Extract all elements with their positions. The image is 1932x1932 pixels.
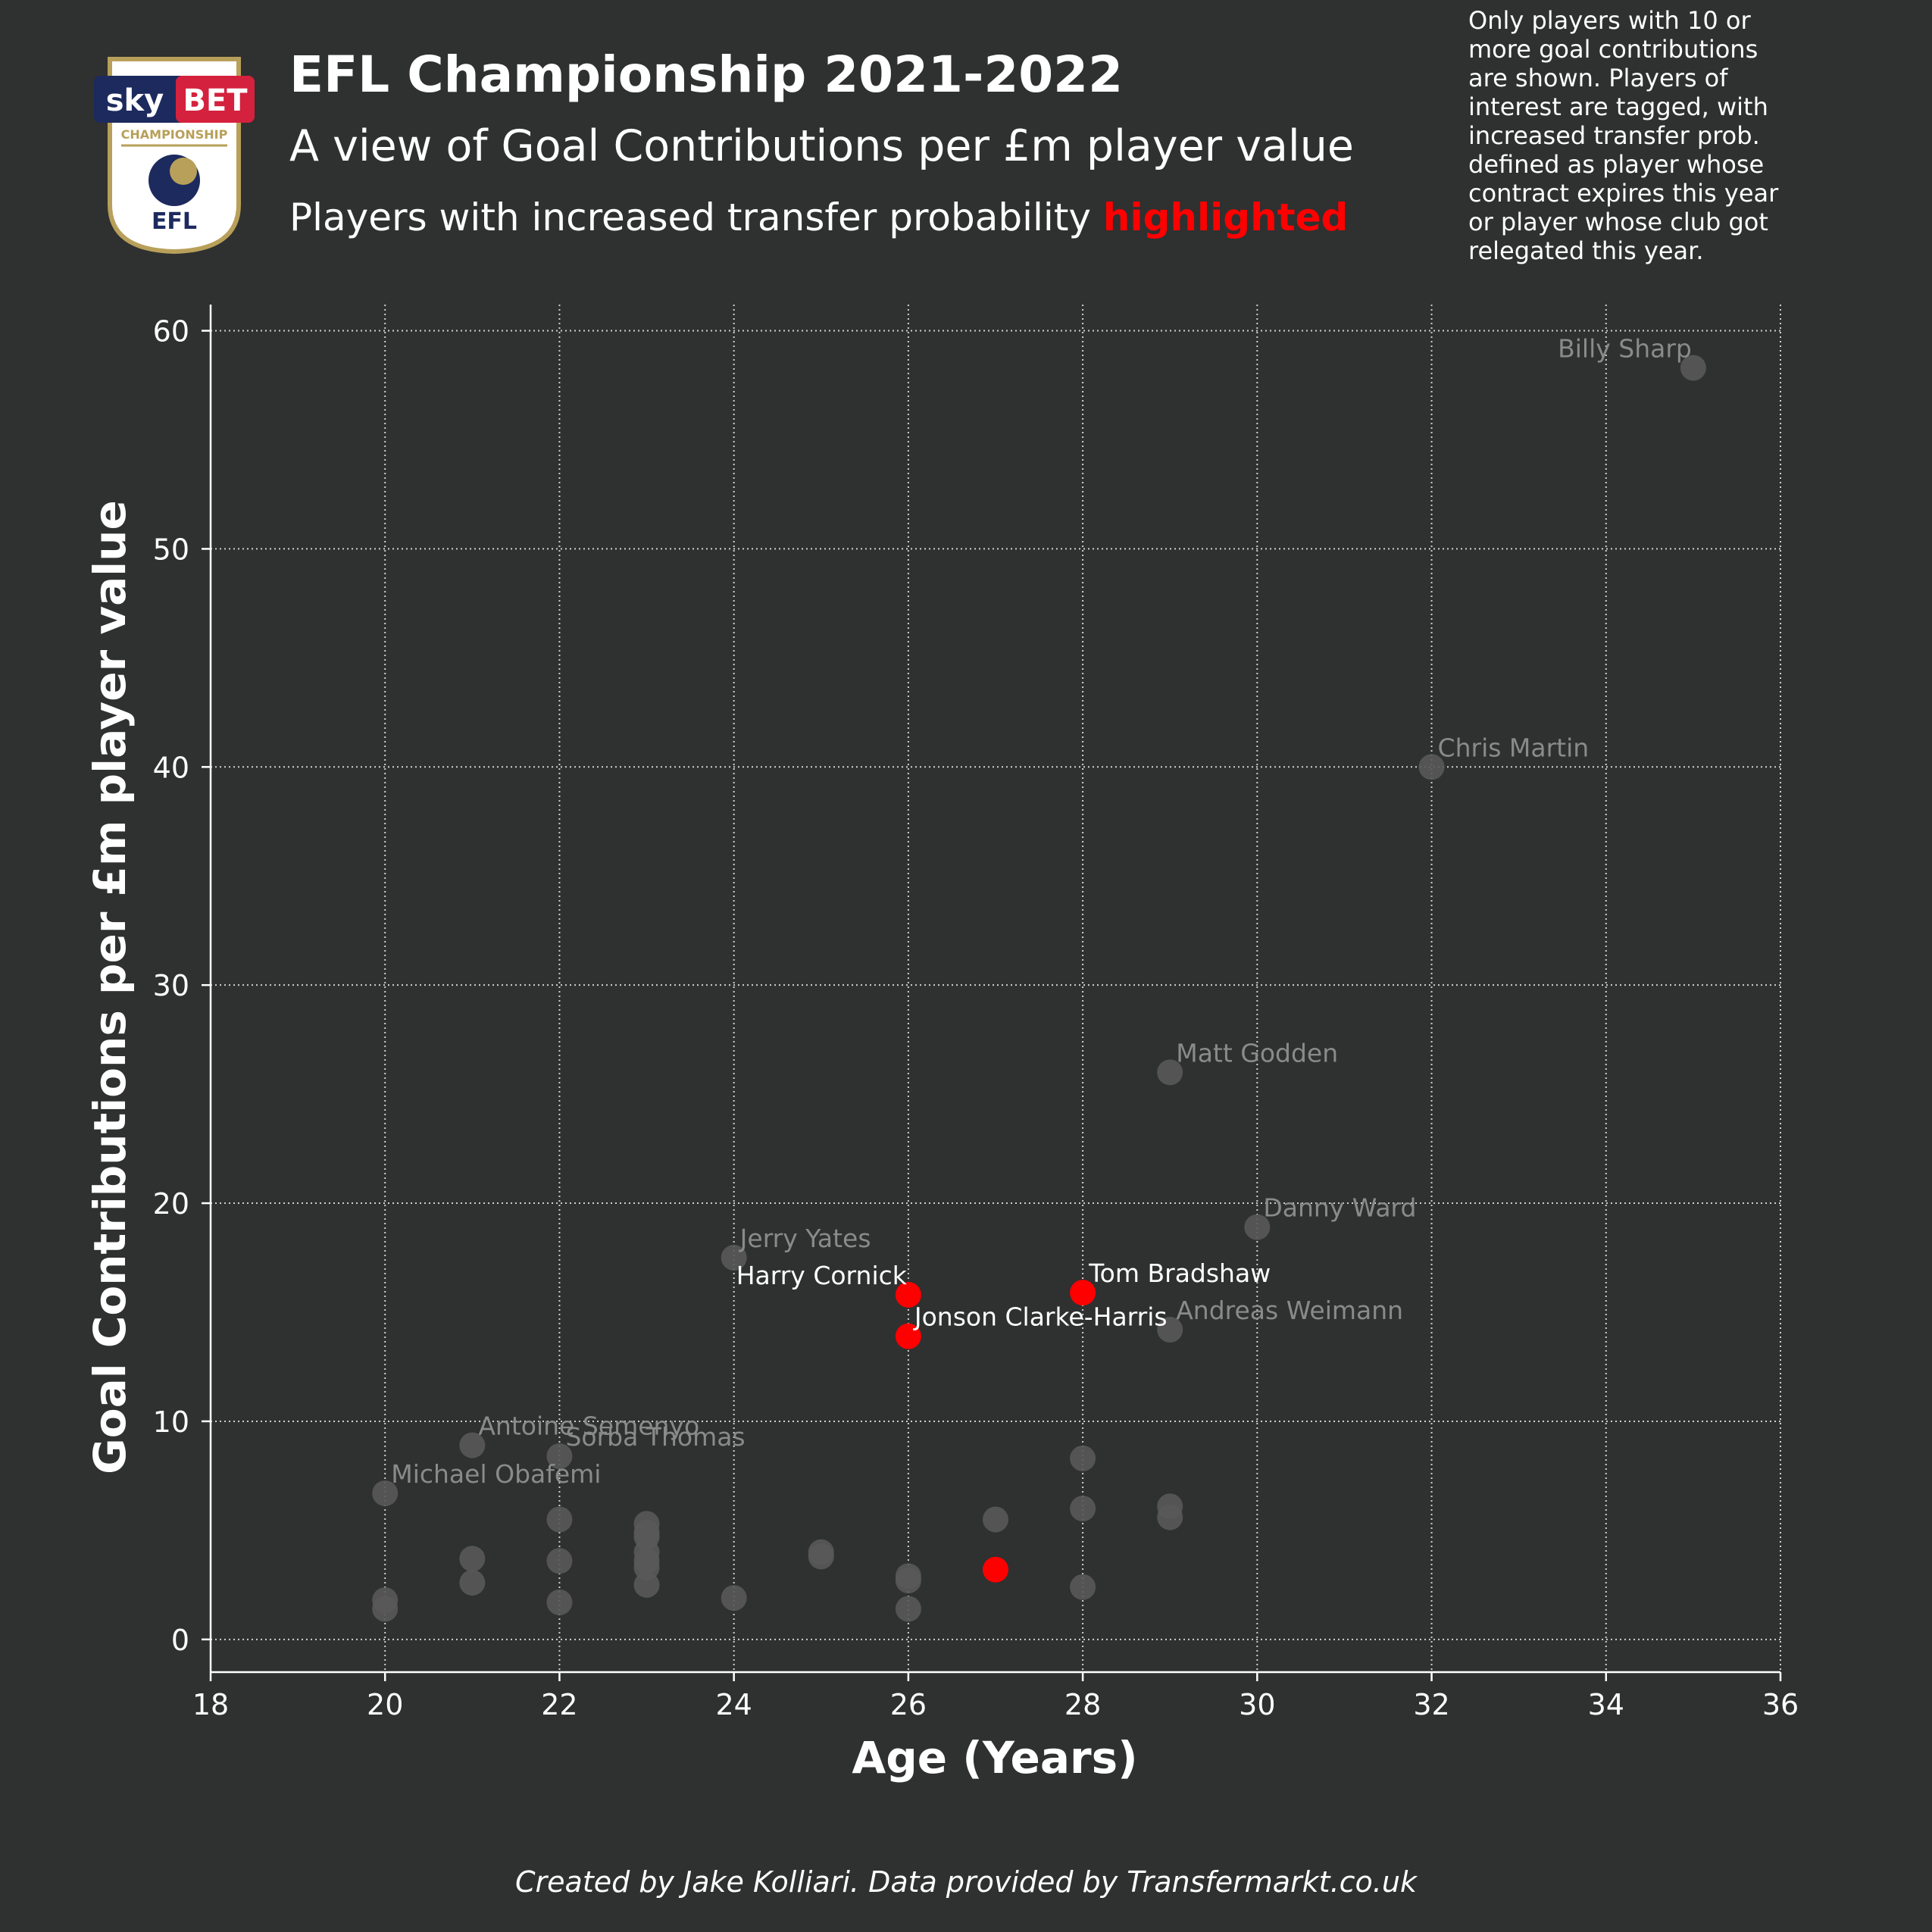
data-point bbox=[721, 1585, 747, 1612]
y-tick-label: 40 bbox=[153, 751, 189, 784]
x-tick-label: 28 bbox=[1064, 1688, 1101, 1721]
y-tick-label: 0 bbox=[171, 1624, 189, 1657]
point-label: Jonson Clarke-Harris bbox=[913, 1302, 1168, 1332]
point-label: Jerry Yates bbox=[739, 1224, 871, 1253]
note-line: interest are tagged, with bbox=[1468, 92, 1768, 121]
y-tick-label: 50 bbox=[153, 533, 189, 566]
data-point bbox=[459, 1546, 486, 1572]
y-tick-label: 60 bbox=[153, 315, 189, 349]
data-point bbox=[1244, 1214, 1271, 1240]
data-point-highlighted bbox=[895, 1323, 921, 1349]
data-point bbox=[1680, 355, 1706, 381]
note-line: or player whose club got bbox=[1468, 208, 1768, 236]
data-point-highlighted bbox=[983, 1556, 1008, 1583]
data-point bbox=[1157, 1504, 1183, 1530]
data-point bbox=[721, 1245, 747, 1271]
data-point bbox=[1070, 1574, 1096, 1600]
data-point bbox=[895, 1568, 921, 1594]
point-label: Danny Ward bbox=[1263, 1193, 1416, 1223]
data-point bbox=[1418, 754, 1445, 780]
axes: 18 20 22 24 26 28 30 32 34 36 0 10 20 30 40 50 60 bbox=[153, 305, 1799, 1721]
x-tick-label: 30 bbox=[1239, 1688, 1275, 1721]
data-point bbox=[1157, 1317, 1183, 1343]
point-label: Antoine Semenyo bbox=[478, 1411, 699, 1441]
y-axis-label: Goal Contributions per £m player value bbox=[84, 500, 136, 1474]
logo-org: EFL bbox=[152, 208, 197, 235]
x-tick-label: 34 bbox=[1588, 1688, 1624, 1721]
note-line: Only players with 10 or bbox=[1468, 6, 1751, 35]
point-label: Billy Sharp bbox=[1558, 333, 1692, 363]
x-tick-label: 24 bbox=[715, 1688, 752, 1721]
data-point bbox=[372, 1480, 399, 1506]
y-tick-label: 10 bbox=[153, 1405, 189, 1439]
note-line: increased transfer prob. bbox=[1468, 121, 1760, 150]
sky-bet-championship-logo: sky BET CHAMPIONSHIP EFL bbox=[91, 53, 258, 258]
data-point bbox=[983, 1506, 1008, 1533]
note-line: more goal contributions bbox=[1468, 35, 1758, 64]
y-tick-label: 20 bbox=[153, 1187, 189, 1221]
data-point bbox=[459, 1569, 486, 1596]
chart-subtitle-highlight-line: Players with increased transfer probabil… bbox=[289, 195, 1348, 239]
data-point-highlighted bbox=[895, 1281, 921, 1308]
point-label: Matt Godden bbox=[1176, 1038, 1338, 1068]
x-tick-label: 36 bbox=[1762, 1688, 1799, 1721]
data-point bbox=[546, 1548, 573, 1574]
point-label: Sorba Thomas bbox=[565, 1422, 745, 1452]
x-tick-label: 18 bbox=[192, 1688, 229, 1721]
note-line: relegated this year. bbox=[1468, 236, 1704, 265]
x-axis-label: Age (Years) bbox=[852, 1732, 1137, 1784]
point-labels: Billy Sharp Chris Martin Matt Godden Danny … bbox=[391, 333, 1692, 1488]
point-label: Andreas Weimann bbox=[1176, 1296, 1403, 1325]
data-point bbox=[546, 1443, 573, 1469]
note-line: are shown. Players of bbox=[1468, 64, 1728, 92]
credit-footer: Created by Jake Kolliari. Data provided … bbox=[515, 1865, 1417, 1899]
data-point bbox=[1070, 1445, 1096, 1471]
x-tick-label: 20 bbox=[367, 1688, 403, 1721]
subtitle-prefix: Players with increased transfer probabil… bbox=[289, 195, 1103, 239]
x-tick-label: 22 bbox=[541, 1688, 577, 1721]
data-point bbox=[546, 1506, 573, 1533]
data-point bbox=[633, 1571, 660, 1598]
data-point bbox=[895, 1596, 921, 1622]
point-label: Michael Obafemi bbox=[391, 1459, 601, 1489]
logo-brand-right: BET bbox=[183, 83, 248, 118]
point-label: Harry Cornick bbox=[736, 1261, 908, 1290]
data-point-highlighted bbox=[1070, 1280, 1096, 1306]
y-tick-label: 30 bbox=[153, 969, 189, 1002]
note-line: contract expires this year bbox=[1468, 179, 1779, 208]
chart-title: EFL Championship 2021-2022 bbox=[289, 45, 1124, 104]
data-point bbox=[808, 1543, 834, 1570]
x-tick-label: 26 bbox=[890, 1688, 927, 1721]
data-point bbox=[1157, 1059, 1183, 1086]
data-point bbox=[546, 1589, 573, 1615]
grid-lines bbox=[211, 305, 1781, 1672]
logo-brand-left: sky bbox=[106, 83, 164, 118]
data-point bbox=[1070, 1496, 1096, 1522]
chart-subtitle: A view of Goal Contributions per £m play… bbox=[289, 121, 1354, 171]
point-label: Chris Martin bbox=[1438, 733, 1590, 762]
data-points bbox=[372, 355, 1706, 1622]
data-point bbox=[372, 1596, 399, 1622]
data-point bbox=[459, 1432, 486, 1458]
x-tick-label: 32 bbox=[1413, 1688, 1449, 1721]
logo-league: CHAMPIONSHIP bbox=[121, 127, 228, 142]
point-label: Tom Bradshaw bbox=[1088, 1258, 1271, 1288]
methodology-note: Only players with 10 or more goal contri… bbox=[1468, 6, 1824, 265]
subtitle-highlight-word: highlighted bbox=[1102, 195, 1349, 239]
note-line: defined as player whose bbox=[1468, 150, 1765, 179]
